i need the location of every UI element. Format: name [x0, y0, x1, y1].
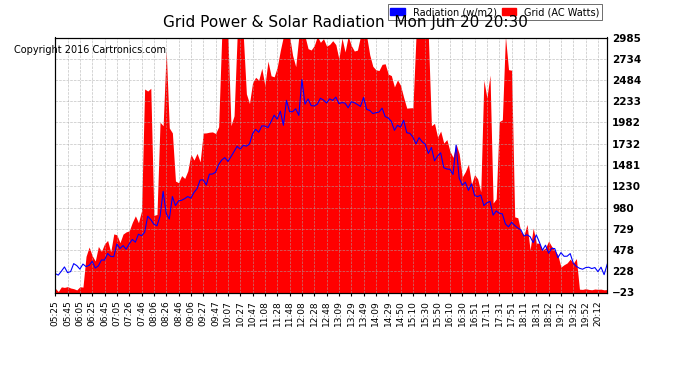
Text: Copyright 2016 Cartronics.com: Copyright 2016 Cartronics.com [14, 45, 166, 55]
Text: Grid Power & Solar Radiation  Mon Jun 20 20:30: Grid Power & Solar Radiation Mon Jun 20 … [163, 15, 527, 30]
Legend: Radiation (w/m2), Grid (AC Watts): Radiation (w/m2), Grid (AC Watts) [388, 4, 602, 20]
